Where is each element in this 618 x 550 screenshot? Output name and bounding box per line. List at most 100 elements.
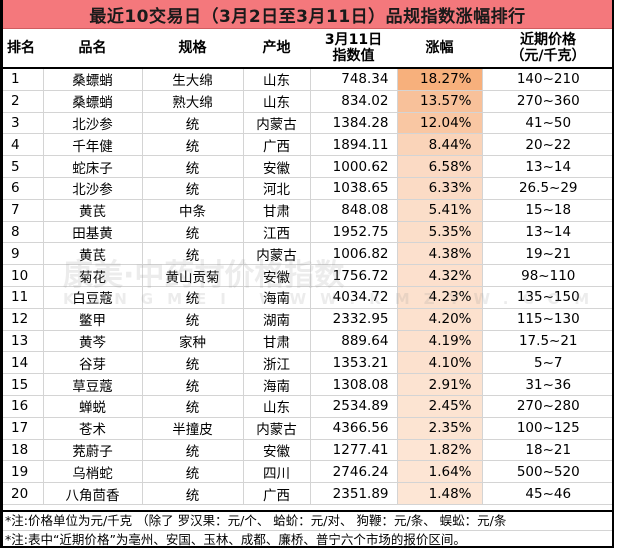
cell-index-value: 2351.89 xyxy=(310,482,398,505)
table-row: 4 千年健统广西 1894.11 8.44% 20~22 xyxy=(3,133,612,157)
cell-rank: 20 xyxy=(3,482,44,505)
cell-spec: 统 xyxy=(142,286,244,309)
cell-rank: 13 xyxy=(3,330,44,353)
cell-rank: 17 xyxy=(3,417,44,440)
cell-origin: 山东 xyxy=(243,395,311,418)
cell-rank: 14 xyxy=(3,351,44,375)
cell-rank: 6 xyxy=(3,177,44,200)
cell-spec: 家种 xyxy=(142,330,244,353)
cell-origin: 山东 xyxy=(243,90,311,113)
cell-index-value: 848.08 xyxy=(310,199,398,222)
cell-change: 4.38% xyxy=(397,242,483,266)
cell-origin: 浙江 xyxy=(243,351,311,375)
cell-spec: 生大绵 xyxy=(142,68,244,91)
cell-change: 4.10% xyxy=(397,351,483,375)
table-row: 18 茺蔚子统安徽 1277.41 1.82% 18~21 xyxy=(3,439,612,462)
cell-index-value: 1894.11 xyxy=(310,133,398,157)
cell-index-value: 1000.62 xyxy=(310,155,398,178)
cell-name: 黄芩 xyxy=(43,330,143,353)
cell-spec: 统 xyxy=(142,373,244,396)
cell-spec: 统 xyxy=(142,439,244,462)
table-row: 5 蛇床子统安徽 1000.62 6.58% 13~14 xyxy=(3,155,612,178)
table-row: 14 谷芽统浙江 1353.21 4.10% 5~7 xyxy=(3,351,612,375)
header-price-line2: （元/千克） xyxy=(510,48,586,64)
cell-name: 桑螵蛸 xyxy=(43,68,143,91)
cell-rank: 2 xyxy=(3,90,44,113)
cell-rank: 18 xyxy=(3,439,44,462)
cell-change: 1.82% xyxy=(397,439,483,462)
cell-name: 蝉蜕 xyxy=(43,395,143,418)
cell-price-range: 20~22 xyxy=(482,133,612,157)
cell-index-value: 1952.75 xyxy=(310,221,398,244)
table-row: 12 鳖甲统湖南 2332.95 4.20% 115~130 xyxy=(3,308,612,331)
cell-change: 4.23% xyxy=(397,286,483,309)
cell-price-range: 13~14 xyxy=(482,155,612,178)
cell-name: 北沙参 xyxy=(43,112,143,135)
header-price-line1: 近期价格 xyxy=(520,32,576,48)
cell-spec: 统 xyxy=(142,177,244,200)
cell-change: 12.04% xyxy=(397,112,483,135)
cell-name: 田基黄 xyxy=(43,221,143,244)
cell-rank: 3 xyxy=(3,112,44,135)
cell-index-value: 2332.95 xyxy=(310,308,398,331)
cell-spec: 统 xyxy=(142,112,244,135)
note-unit: *注:价格单位为元/千克 （除了 罗汉果：元/个、 蛤蚧：元/对、 狗鞭：元/条… xyxy=(3,512,612,531)
header-name: 品名 xyxy=(43,29,142,69)
cell-price-range: 41~50 xyxy=(482,112,612,135)
cell-origin: 四川 xyxy=(243,460,311,484)
header-spec: 规格 xyxy=(142,29,243,69)
cell-spec: 黄山贡菊 xyxy=(142,264,244,287)
cell-spec: 统 xyxy=(142,221,244,244)
cell-index-value: 1308.08 xyxy=(310,373,398,396)
cell-rank: 10 xyxy=(3,264,44,287)
table-row: 6 北沙参统河北 1038.65 6.33% 26.5~29 xyxy=(3,177,612,200)
cell-origin: 安徽 xyxy=(243,439,311,462)
cell-price-range: 18~21 xyxy=(482,439,612,462)
cell-rank: 16 xyxy=(3,395,44,418)
table-row: 13 黄芩 家种 甘肃 889.64 4.19% 17.5~21 xyxy=(3,330,612,353)
table-row: 17 苍术 半撞皮 内蒙古 4366.56 2.35% 100~125 xyxy=(3,417,612,440)
cell-name: 八角茴香 xyxy=(43,482,143,505)
cell-change: 6.58% xyxy=(397,155,483,178)
cell-name: 北沙参 xyxy=(43,177,143,200)
cell-rank: 12 xyxy=(3,308,44,331)
cell-origin: 河北 xyxy=(243,177,311,200)
cell-price-range: 270~360 xyxy=(482,90,612,113)
table-row: 11 白豆蔻统海南 4034.72 4.23% 135~150 xyxy=(3,286,612,309)
cell-rank: 7 xyxy=(3,199,44,222)
header-index-line1: 3月11日 xyxy=(324,32,383,48)
cell-change: 4.19% xyxy=(397,330,483,353)
cell-index-value: 1384.28 xyxy=(310,112,398,135)
table-row: 8 田基黄统江西 1952.75 5.35% 13~14 xyxy=(3,221,612,244)
notes-section: *注:价格单位为元/千克 （除了 罗汉果：元/个、 蛤蚧：元/对、 狗鞭：元/条… xyxy=(3,510,612,546)
cell-origin: 内蒙古 xyxy=(243,112,311,135)
cell-change: 2.45% xyxy=(397,395,483,418)
cell-change: 2.35% xyxy=(397,417,483,440)
table-title: 最近10交易日（3月2日至3月11日）品规指数涨幅排行 xyxy=(3,0,612,29)
ranking-table: 排名 品名 规格 产地 3月11日 指数值 涨幅 近期价格 （元/千克） 1 桑螵… xyxy=(3,29,612,505)
cell-index-value: 1006.82 xyxy=(310,242,398,266)
cell-spec: 统 xyxy=(142,460,244,484)
table-row: 15 草豆蔻统海南 1308.08 2.91% 31~36 xyxy=(3,373,612,396)
cell-change: 6.33% xyxy=(397,177,483,200)
cell-origin: 安徽 xyxy=(243,264,311,287)
cell-spec: 统 xyxy=(142,133,244,157)
cell-name: 苍术 xyxy=(43,417,143,440)
cell-name: 菊花 xyxy=(43,264,143,287)
cell-rank: 11 xyxy=(3,286,44,309)
cell-price-range: 100~125 xyxy=(482,417,612,440)
cell-spec: 中条 xyxy=(142,199,244,222)
cell-index-value: 2534.89 xyxy=(310,395,398,418)
header-row: 排名 品名 规格 产地 3月11日 指数值 涨幅 近期价格 （元/千克） xyxy=(3,29,612,69)
cell-price-range: 140~210 xyxy=(482,68,612,91)
cell-price-range: 17.5~21 xyxy=(482,330,612,353)
header-origin: 产地 xyxy=(243,29,310,69)
cell-origin: 甘肃 xyxy=(243,330,311,353)
header-rank: 排名 xyxy=(3,29,43,69)
cell-name: 谷芽 xyxy=(43,351,143,375)
cell-name: 黄芪 xyxy=(43,242,143,266)
table-row: 1 桑螵蛸 生大绵 山东 748.34 18.27% 140~210 xyxy=(3,68,612,91)
cell-origin: 广西 xyxy=(243,482,311,505)
table-row: 9 黄芪统内蒙古 1006.82 4.38% 19~21 xyxy=(3,242,612,266)
